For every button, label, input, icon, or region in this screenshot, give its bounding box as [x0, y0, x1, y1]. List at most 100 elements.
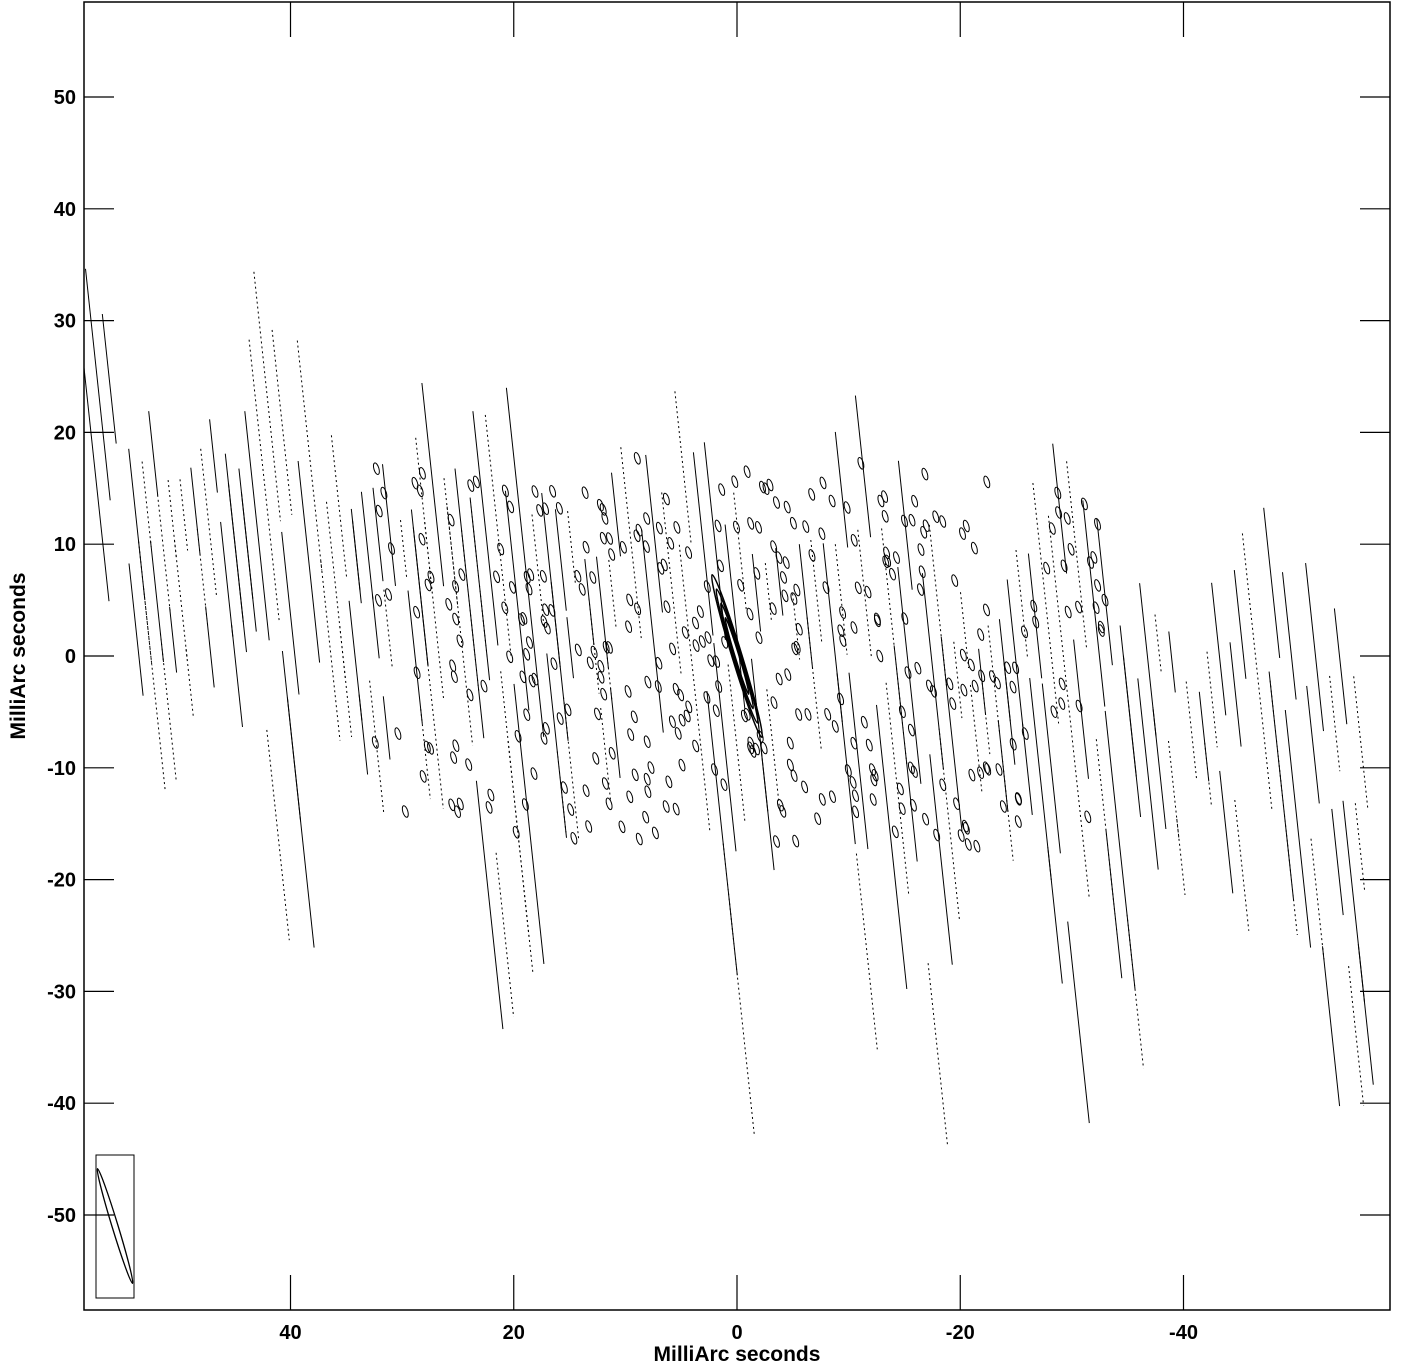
contour-fringe-85: [566, 617, 574, 679]
contour-fringe-21: [209, 419, 218, 493]
contour-blob-1-13: [548, 604, 556, 617]
contour-blob-2-55: [790, 592, 798, 605]
contour-fringe-202: [1333, 608, 1348, 725]
contour-blob-0-11: [574, 569, 582, 583]
contour-blob-0-1: [514, 730, 522, 743]
contour-fringe-29: [244, 411, 270, 641]
contour-blob-1-51: [539, 570, 547, 583]
contour-blob-4-43: [773, 835, 780, 848]
contour-blob-1-59: [550, 657, 558, 670]
contour-fringe-126: [876, 704, 908, 990]
contour-fringe-99: [678, 544, 711, 833]
contour-blob-3-12: [993, 676, 1001, 690]
contour-blob-3-55: [1087, 556, 1094, 569]
contour-fringe-87: [584, 559, 595, 645]
contour-blob-3-29: [893, 551, 900, 564]
contour-blob-4-3: [685, 546, 693, 559]
contour-blob-4-31: [770, 540, 778, 553]
beam-ellipse: [95, 1154, 135, 1299]
contour-blob-0-44: [590, 645, 598, 659]
contour-fringe-73: [484, 414, 512, 659]
contour-fringe-106: [727, 664, 746, 824]
contour-blob-2-42: [755, 521, 762, 534]
contour-blob-0-36: [450, 670, 458, 683]
contour-blob-2-11: [908, 513, 916, 527]
contour-blob-4-65: [829, 790, 836, 803]
contour-blob-0-7: [600, 687, 608, 701]
contour-blob-1-53: [678, 758, 686, 772]
contour-blob-0-63: [601, 777, 609, 790]
contour-fringe-181: [1206, 651, 1218, 748]
contour-fringe-150: [1022, 723, 1033, 815]
contour-blob-4-4: [703, 580, 711, 593]
contour-blob-2-38: [864, 585, 872, 599]
contour-blob-4-12: [802, 520, 810, 533]
contour-blob-1-61: [608, 548, 616, 561]
contour-blob-3-23: [910, 765, 918, 778]
contour-blob-1-60: [601, 512, 609, 525]
contour-fringe-146: [1000, 745, 1014, 861]
contour-fringe-174: [1154, 614, 1162, 673]
contour-fringe-74: [513, 683, 545, 964]
contour-blob-3-5: [1097, 620, 1105, 634]
contour-blob-3-47: [865, 738, 873, 752]
contour-blob-1-14: [597, 659, 605, 673]
contour-blob-3-28: [1063, 512, 1071, 525]
contour-blob-1-46: [698, 635, 706, 648]
contour-blob-1-62: [643, 772, 651, 786]
contour-blob-2-1: [819, 476, 827, 490]
contour-fringe-7: [141, 461, 152, 548]
contour-blob-4-42: [660, 558, 668, 572]
contour-blob-3-56: [1084, 810, 1092, 824]
contour-blob-2-51: [818, 527, 826, 540]
contour-fringe-198: [1348, 966, 1365, 1106]
y-tick-labels: 50 40 30 20 10 0 -10 -20 -30 -40 -50: [47, 87, 76, 1227]
contour-blob-4-41: [635, 523, 643, 537]
y-tick-label: 10: [54, 534, 76, 556]
contour-blob-1-0: [624, 685, 632, 698]
contour-blob-4-35: [755, 631, 763, 644]
contour-blob-0-29: [542, 603, 550, 616]
contour-fringe-167: [1126, 914, 1144, 1069]
contour-blob-4-59: [668, 715, 676, 728]
contour-fringe-131: [927, 963, 949, 1147]
contour-fringe-10: [148, 411, 159, 496]
contour-fringe-14: [174, 540, 188, 661]
contour-blob-0-33: [394, 727, 402, 740]
contour-blob-2-47: [740, 709, 748, 723]
contour-blob-2-35: [831, 720, 839, 733]
contour-blob-1-18: [683, 709, 691, 723]
contour-fringe-54: [407, 590, 423, 724]
contour-blob-4-63: [692, 739, 700, 753]
contour-fringe-37: [296, 340, 323, 571]
contour-blob-1-21: [606, 532, 613, 545]
contour-blob-2-49: [962, 519, 970, 533]
contour-fringe-118: [810, 539, 823, 644]
contour-fringe-47: [360, 491, 374, 600]
contour-fringe-84: [554, 509, 567, 611]
contour-fringe-12: [169, 607, 178, 673]
contour-fringe-93: [608, 559, 617, 627]
contour-blob-1-28: [733, 520, 740, 534]
contour-blob-3-21: [860, 715, 868, 729]
contour-blob-2-52: [747, 741, 755, 755]
contour-blob-3-59: [1054, 486, 1062, 500]
contour-blob-0-68: [448, 798, 456, 812]
contour-blob-0-47: [458, 568, 466, 581]
contour-blob-1-2: [626, 593, 634, 607]
contour-blob-4-67: [643, 735, 651, 748]
contour-blob-3-4: [1097, 624, 1105, 637]
contour-blob-1-34: [589, 571, 597, 584]
contour-fringe-55: [420, 709, 431, 800]
contour-blob-3-52: [1055, 506, 1063, 519]
contour-blob-3-30: [1080, 497, 1088, 511]
contour-blob-2-29: [781, 589, 789, 603]
contour-blob-1-32: [626, 790, 634, 804]
peak-contour-2: [719, 602, 755, 710]
contour-fringe-48: [371, 594, 380, 659]
contour-blob-1-6: [585, 820, 593, 833]
contour-blob-3-38: [989, 670, 996, 683]
contour-blob-3-2: [909, 799, 917, 812]
contour-blob-2-45: [920, 526, 928, 539]
